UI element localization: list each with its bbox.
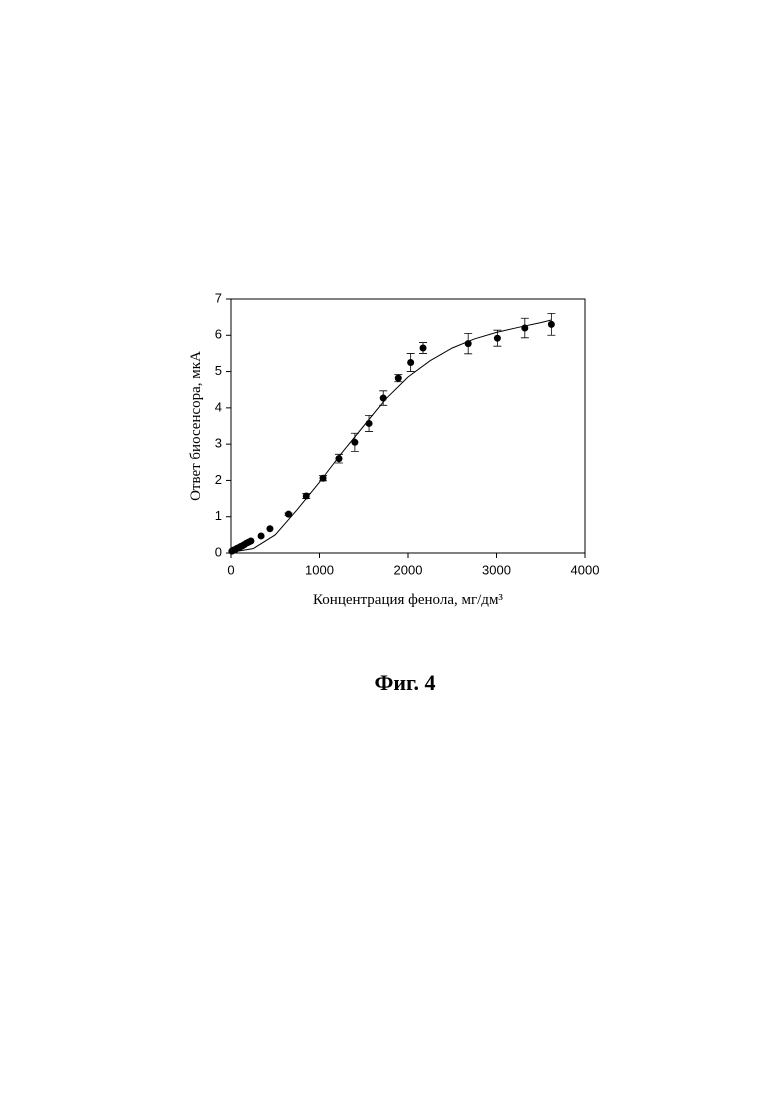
data-point [247, 538, 254, 545]
y-tick-label: 6 [215, 327, 222, 342]
data-point [335, 455, 342, 462]
data-point [521, 325, 528, 332]
data-point [395, 375, 402, 382]
data-point [494, 335, 501, 342]
x-tick-label: 0 [227, 562, 234, 577]
data-point [303, 493, 310, 500]
x-axis-label: Концентрация фенола, мг/дм³ [313, 592, 503, 608]
fit-curve [231, 320, 551, 552]
y-tick-label: 2 [215, 472, 222, 487]
data-point [380, 395, 387, 402]
page: Концентрация фенола, мг/дм³ Ответ биосен… [0, 0, 780, 1103]
y-tick-label: 0 [215, 544, 222, 559]
y-axis-label: Ответ биосенсора, мкА [188, 351, 204, 501]
data-point [320, 475, 327, 482]
y-tick-label: 5 [215, 363, 222, 378]
y-tick-label: 4 [215, 399, 222, 414]
data-point [351, 439, 358, 446]
y-tick-label: 1 [215, 508, 222, 523]
x-tick-label: 3000 [482, 562, 511, 577]
data-point [420, 344, 427, 351]
data-point [366, 420, 373, 427]
x-tick-label: 2000 [394, 562, 423, 577]
data-point [407, 359, 414, 366]
data-point [258, 532, 265, 539]
plot-frame [231, 299, 585, 553]
data-point [285, 511, 292, 518]
y-tick-label: 7 [215, 290, 222, 305]
data-point [465, 340, 472, 347]
x-tick-label: 1000 [305, 562, 334, 577]
data-point [548, 321, 555, 328]
data-point [266, 525, 273, 532]
figure-caption: Фиг. 4 [374, 670, 435, 695]
x-tick-label: 4000 [571, 562, 600, 577]
y-tick-label: 3 [215, 436, 222, 451]
